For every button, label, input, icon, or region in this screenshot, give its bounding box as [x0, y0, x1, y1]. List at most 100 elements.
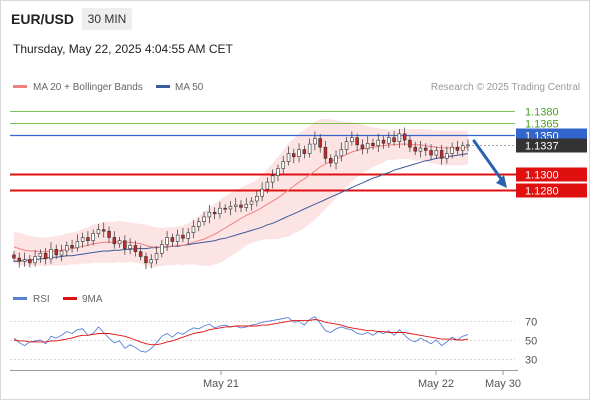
- level-label-1.1337: 1.1337: [525, 141, 559, 153]
- ma20-legend-swatch: [13, 85, 27, 88]
- candle-body: [102, 229, 106, 232]
- projection-arrow-shaft: [472, 139, 506, 185]
- projection-arrow-head: [496, 175, 507, 188]
- candle-body: [154, 253, 159, 260]
- candle-body: [297, 149, 301, 158]
- x-tick-label-0: May 21: [203, 378, 239, 390]
- candle-body: [302, 149, 307, 154]
- candle-body: [387, 137, 391, 144]
- candle-body: [371, 143, 375, 147]
- candle-body: [123, 240, 127, 249]
- candle-body: [144, 256, 148, 264]
- price-levels-layer: [10, 111, 587, 192]
- candle-body: [291, 153, 296, 158]
- candle-body: [429, 150, 433, 156]
- bollinger-band-layer: [14, 118, 468, 268]
- datetime-label: Thursday, May 22, 2025 4:04:55 AM CET: [13, 42, 234, 56]
- candle-body: [70, 245, 74, 249]
- candle-body: [96, 229, 101, 234]
- ma50-line: [14, 153, 469, 262]
- ma50-legend-label: MA 50: [175, 82, 204, 93]
- candle-body: [138, 251, 143, 257]
- candle-body: [376, 139, 380, 146]
- candle-body: [12, 254, 16, 259]
- candle-body: [160, 244, 164, 254]
- candle-body: [59, 250, 64, 256]
- candle-body: [17, 257, 21, 262]
- rsi-tick-label-50: 50: [525, 336, 537, 348]
- ma20-line: [13, 143, 469, 253]
- candle-body: [434, 150, 439, 156]
- candle-body: [202, 216, 206, 222]
- candle-body: [223, 207, 227, 210]
- candle-body: [170, 237, 175, 242]
- candle-body: [260, 188, 264, 197]
- candle-body: [197, 221, 201, 227]
- candle-body: [33, 256, 37, 264]
- rsi-ma-line: [13, 319, 469, 346]
- candle-body: [423, 147, 428, 151]
- x-axis-layer: May 21 May 22 May 30: [203, 370, 521, 390]
- candle-body: [86, 237, 90, 242]
- candle-body: [112, 237, 117, 245]
- ma9-legend-swatch: [63, 297, 77, 300]
- candle-body: [181, 234, 185, 239]
- timeframe-badge-bg: [82, 8, 132, 30]
- candle-body: [117, 240, 122, 245]
- candle-body: [218, 207, 222, 214]
- candle-body: [54, 249, 58, 256]
- ma50-legend-swatch: [156, 85, 170, 88]
- candle-body: [28, 259, 32, 264]
- research-credit: Research © 2025 Trading Central: [431, 82, 580, 93]
- candle-body: [276, 168, 280, 177]
- candle-body: [281, 161, 285, 169]
- x-tick-label-2: May 30: [485, 378, 521, 390]
- candle-body: [460, 145, 465, 151]
- level-tag-1.1280: [516, 183, 587, 198]
- rsi-panel: 70 50 30: [10, 316, 537, 367]
- rsi-legend-swatch: [13, 297, 27, 300]
- candle-body: [75, 241, 80, 249]
- candle-body: [286, 153, 291, 162]
- candle-body: [402, 133, 407, 141]
- candle-body: [455, 146, 460, 151]
- candle-body: [38, 253, 43, 257]
- candle-body: [91, 233, 95, 241]
- ma9-legend-label: 9MA: [82, 294, 103, 305]
- candle-body: [466, 144, 470, 147]
- timeframe-badge[interactable]: 30 MIN: [88, 12, 127, 26]
- level-label-1.1365: 1.1365: [525, 119, 559, 131]
- candle-body: [149, 259, 154, 264]
- rsi-tick-label-30: 30: [525, 355, 537, 367]
- x-tick-label-1: May 22: [418, 378, 454, 390]
- candle-body: [350, 137, 354, 142]
- candle-body: [239, 204, 243, 208]
- moving-average-layer: [13, 143, 469, 262]
- level-label-1.1280: 1.1280: [525, 186, 559, 198]
- candle-body: [360, 144, 365, 150]
- candle-body: [65, 245, 69, 252]
- candle-body: [334, 155, 338, 164]
- candle-body: [234, 204, 238, 207]
- level-tag-1.1300: [516, 167, 587, 182]
- level-label-1.1380: 1.1380: [525, 107, 559, 119]
- candle-body: [191, 226, 196, 233]
- candle-body: [392, 137, 396, 142]
- candle-body: [175, 234, 180, 242]
- candle-body: [355, 137, 359, 146]
- candle-body: [339, 149, 344, 157]
- level-tag-1.1337: [516, 138, 587, 153]
- candle-body: [418, 147, 423, 152]
- candle-body: [49, 249, 53, 260]
- candlestick-layer: [12, 127, 470, 270]
- candle-body: [133, 245, 138, 252]
- candle-body: [328, 158, 333, 164]
- candle-body: [318, 138, 322, 148]
- candle-body: [43, 253, 48, 260]
- candle-body: [307, 143, 312, 154]
- candle-body: [365, 143, 370, 150]
- candle-body: [413, 146, 417, 152]
- candle-body: [207, 211, 212, 218]
